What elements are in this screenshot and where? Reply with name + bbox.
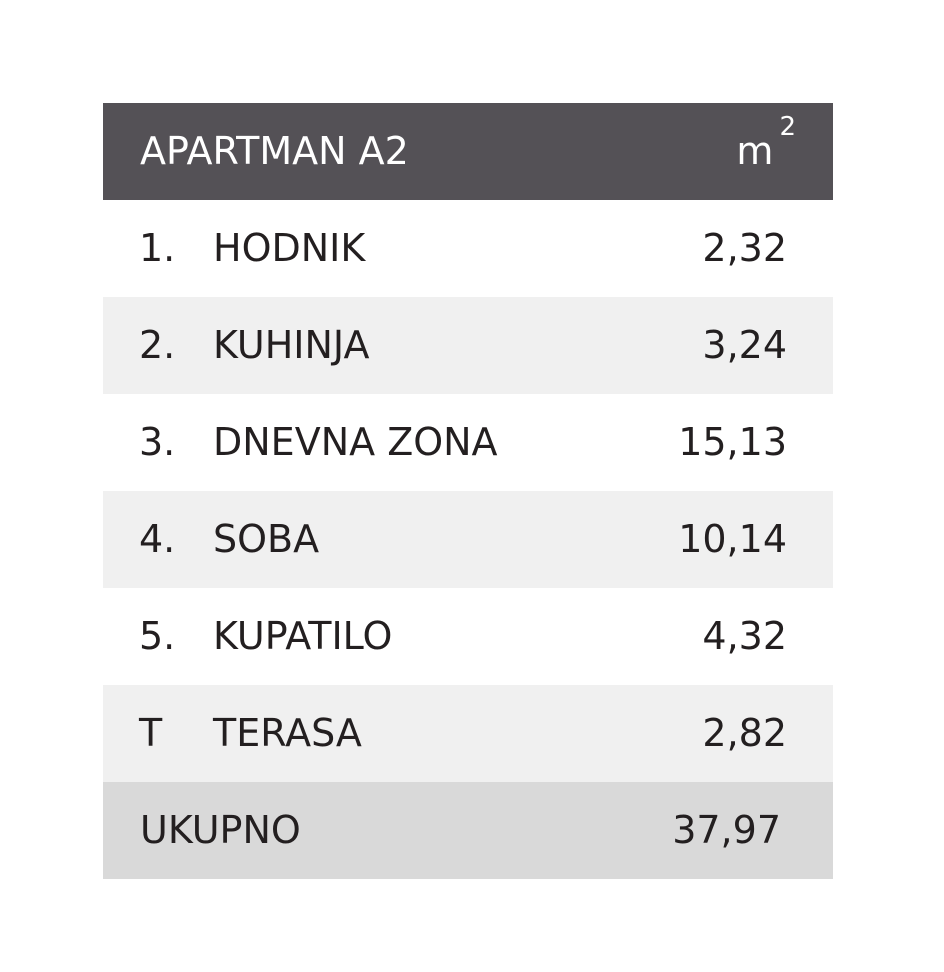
unit-exponent: 2	[779, 112, 796, 142]
table-row: 1. HODNIK 2,32	[103, 200, 833, 297]
room-area: 15,13	[678, 420, 787, 464]
room-name: TERASA	[213, 711, 362, 755]
total-row: UKUPNO 37,97	[103, 782, 833, 879]
room-number: 1.	[139, 226, 176, 270]
table-row: 2. KUHINJA 3,24	[103, 297, 833, 394]
room-name: KUPATILO	[213, 614, 393, 658]
room-name: HODNIK	[213, 226, 366, 270]
room-name: DNEVNA ZONA	[213, 420, 498, 464]
table-row: 3. DNEVNA ZONA 15,13	[103, 394, 833, 491]
room-area-table: APARTMAN A2 m2 1. HODNIK 2,32 2. KUHINJA…	[103, 103, 833, 879]
room-number: T	[139, 711, 163, 755]
room-area: 4,32	[702, 614, 787, 658]
room-number: 3.	[139, 420, 176, 464]
total-value: 37,97	[672, 808, 781, 852]
total-label: UKUPNO	[140, 808, 301, 852]
unit-base: m	[736, 129, 774, 173]
room-name: KUHINJA	[213, 323, 370, 367]
room-name: SOBA	[213, 517, 320, 561]
unit-label: m2	[736, 103, 796, 200]
room-area: 10,14	[678, 517, 787, 561]
room-number: 5.	[139, 614, 176, 658]
table-header: APARTMAN A2 m2	[103, 103, 833, 200]
room-number: 4.	[139, 517, 176, 561]
room-area: 2,32	[702, 226, 787, 270]
table-row: 4. SOBA 10,14	[103, 491, 833, 588]
apartment-title: APARTMAN A2	[140, 129, 409, 173]
table-row: 5. KUPATILO 4,32	[103, 588, 833, 685]
room-area: 3,24	[702, 323, 787, 367]
table-row: T TERASA 2,82	[103, 685, 833, 782]
room-number: 2.	[139, 323, 176, 367]
room-area: 2,82	[702, 711, 787, 755]
